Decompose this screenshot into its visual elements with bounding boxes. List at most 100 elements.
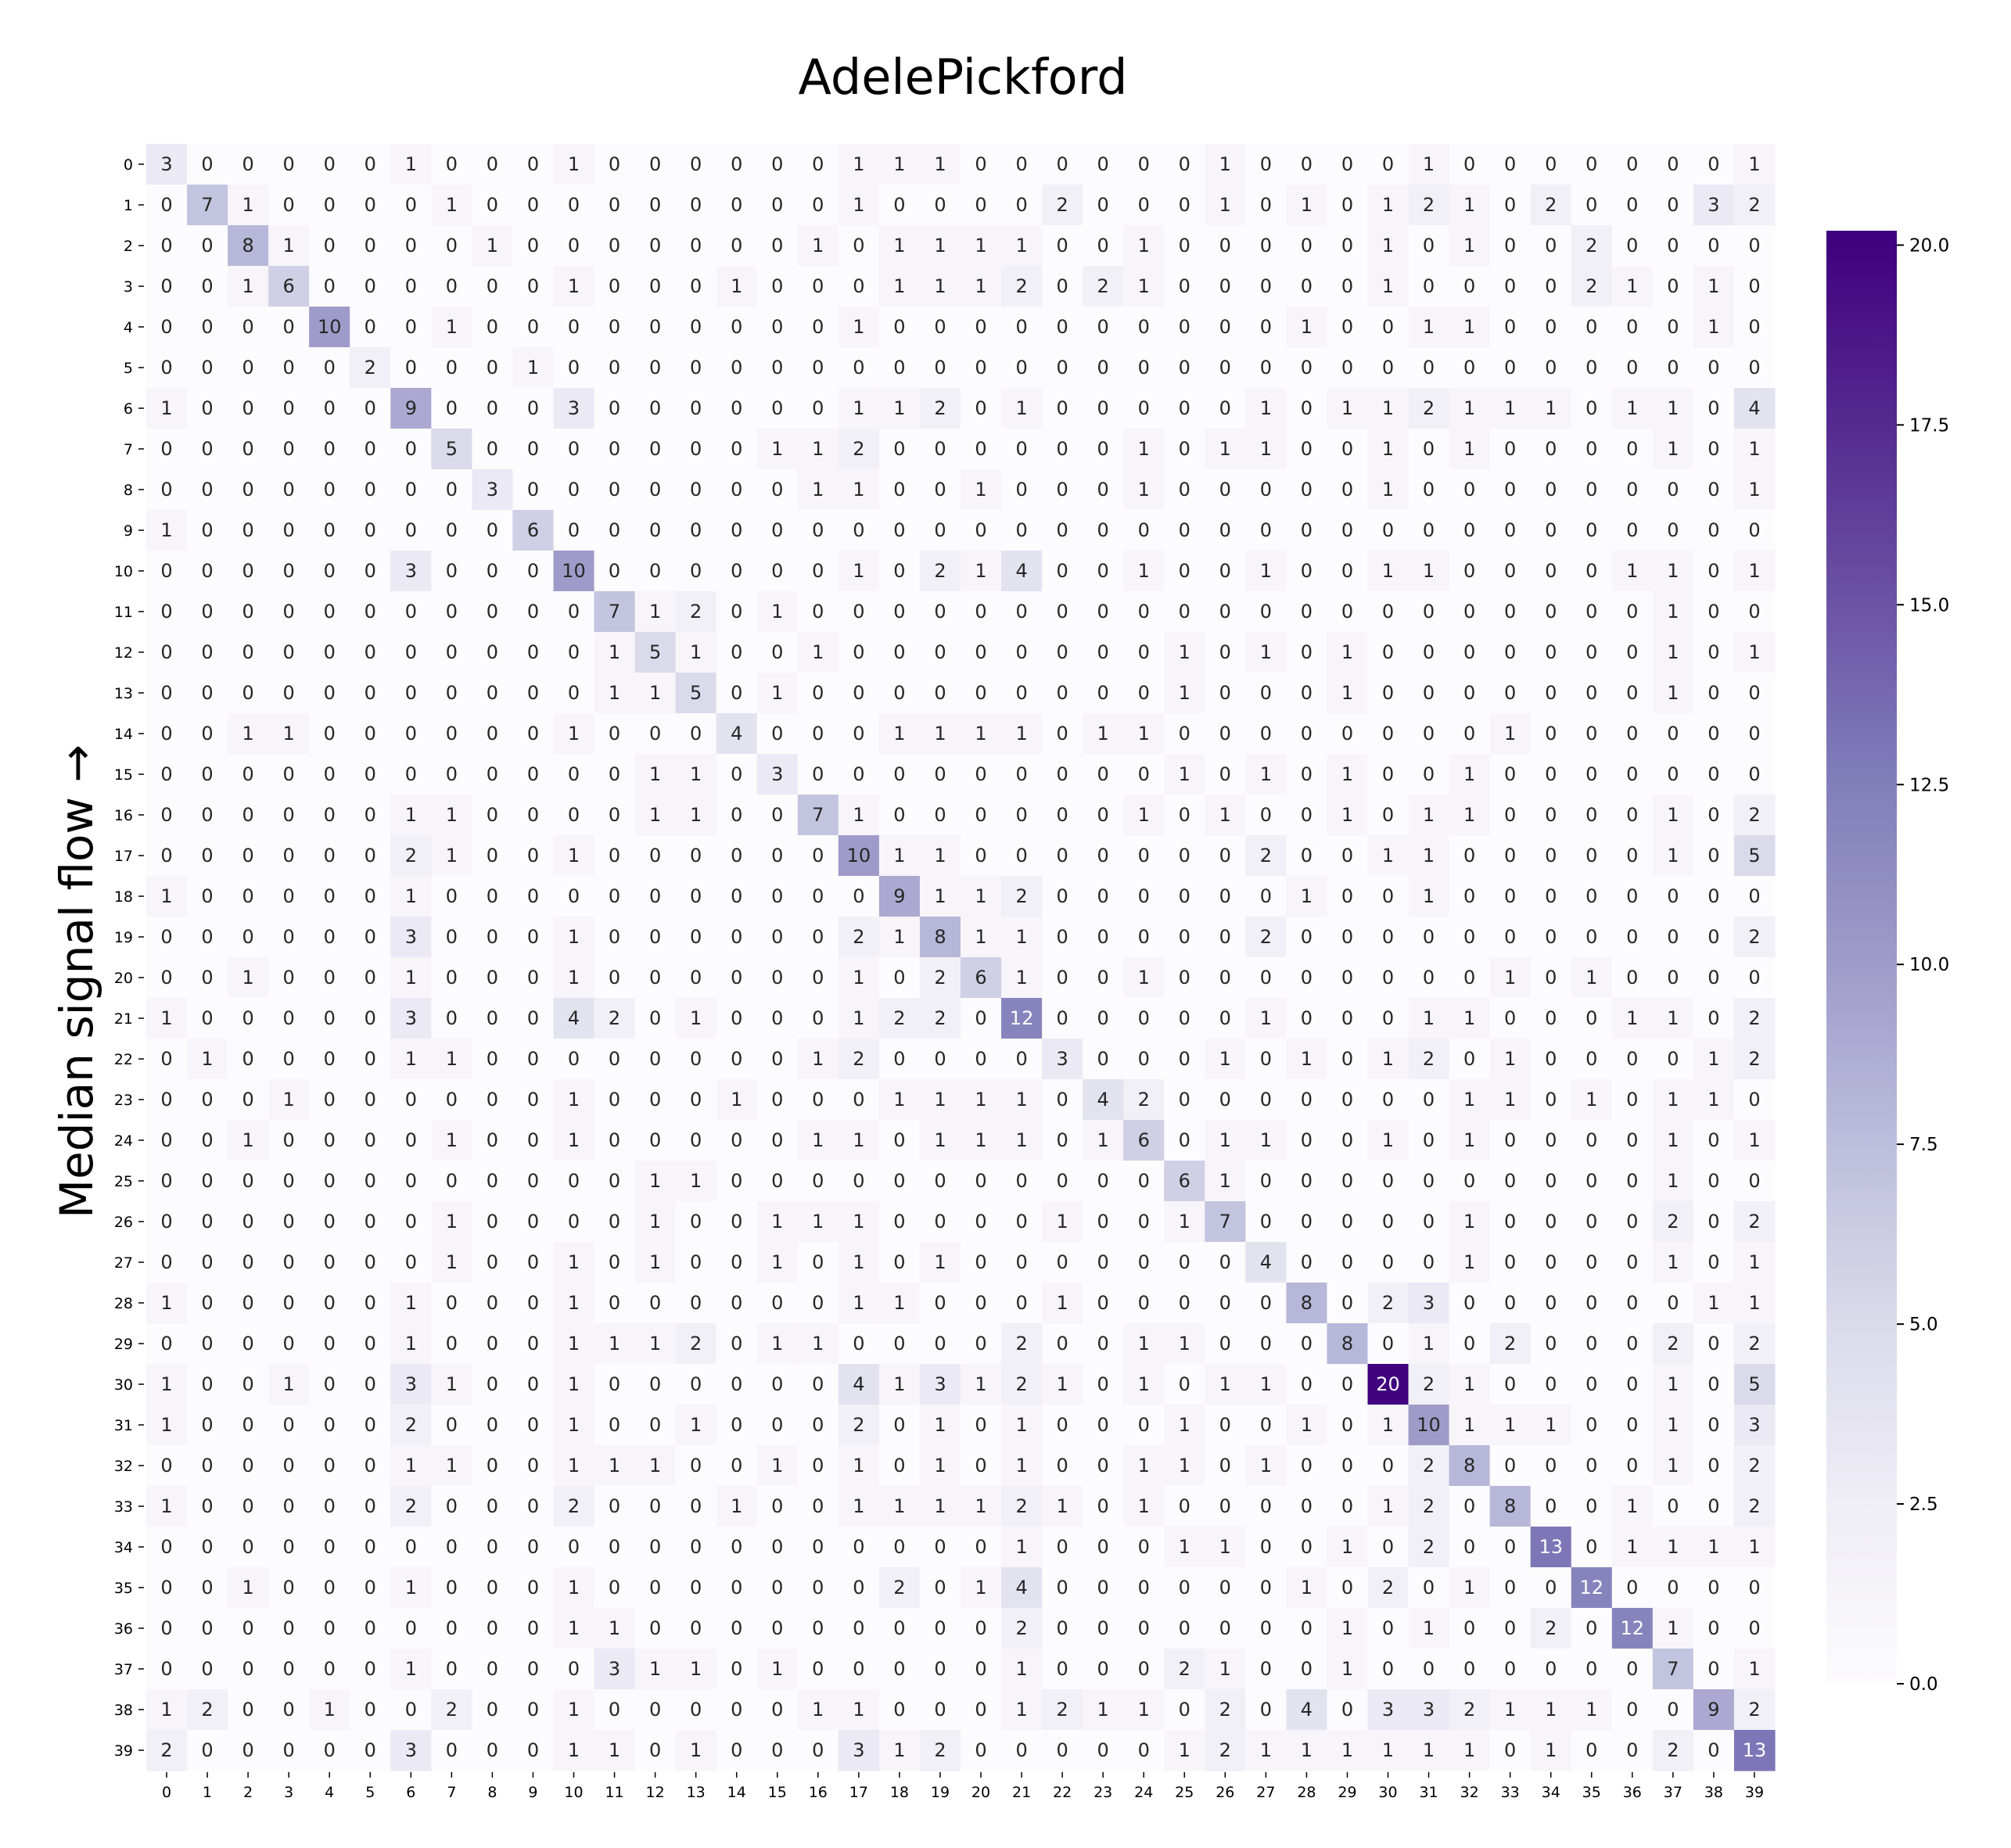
heatmap-cell — [919, 469, 961, 511]
heatmap-cell — [756, 469, 799, 511]
cell-value-label: 0 — [527, 641, 539, 663]
heatmap-cell — [1652, 1608, 1694, 1649]
x-tick-label: 19 — [931, 1784, 950, 1801]
cell-value-label: 0 — [364, 1455, 376, 1477]
heatmap-cell — [634, 917, 677, 958]
cell-value-label: 0 — [1708, 1373, 1719, 1395]
heatmap-cell — [1408, 1039, 1450, 1080]
heatmap-cell — [1571, 388, 1613, 429]
heatmap-cell — [1042, 1079, 1083, 1121]
heatmap-cell — [350, 1364, 391, 1405]
cell-value-label: 0 — [1301, 397, 1313, 419]
heatmap-cell — [309, 510, 350, 551]
heatmap-cell — [1286, 795, 1328, 836]
heatmap-cell — [1001, 1730, 1043, 1771]
cell-value-label: 0 — [934, 194, 946, 216]
cell-value-label: 0 — [609, 397, 620, 419]
cell-value-label: 1 — [609, 1739, 620, 1761]
heatmap-cell — [594, 917, 636, 958]
cell-value-label: 0 — [649, 316, 661, 338]
cell-value-label: 0 — [1138, 1292, 1150, 1314]
cell-value-label: 0 — [649, 275, 661, 297]
heatmap-cell — [1530, 1120, 1572, 1161]
cell-value-label: 1 — [1748, 479, 1760, 501]
heatmap-cell — [1205, 713, 1246, 755]
cell-value-label: 0 — [405, 519, 417, 541]
heatmap-cell — [187, 632, 228, 673]
cell-value-label: 2 — [446, 1699, 458, 1721]
cell-value-label: 0 — [1423, 1577, 1435, 1599]
cell-value-label: 0 — [1138, 1536, 1150, 1558]
heatmap-cell — [1733, 673, 1776, 714]
cell-value-label: 0 — [1301, 560, 1313, 582]
cell-value-label: 0 — [609, 1089, 620, 1111]
cell-value-label: 0 — [1179, 1699, 1190, 1721]
heatmap-cell — [228, 957, 269, 999]
heatmap-cell — [512, 876, 555, 917]
heatmap-cell — [1611, 1608, 1654, 1649]
heatmap-cell — [1083, 1120, 1124, 1161]
cell-value-label: 9 — [405, 397, 417, 419]
cell-value-label: 0 — [975, 1617, 986, 1639]
heatmap-cell — [716, 1649, 758, 1690]
heatmap-cell — [716, 1445, 758, 1487]
cell-value-label: 2 — [1667, 1739, 1679, 1761]
cell-value-label: 0 — [1260, 1170, 1272, 1192]
cell-value-label: 0 — [1545, 926, 1557, 948]
heatmap-cell — [1611, 957, 1654, 999]
cell-value-label: 2 — [934, 397, 946, 419]
heatmap-cell — [1449, 1486, 1491, 1527]
heatmap-cell — [878, 1486, 921, 1527]
cell-value-label: 1 — [1219, 194, 1231, 216]
cell-value-label: 0 — [283, 1536, 295, 1558]
cell-value-label: 0 — [975, 194, 986, 216]
cell-value-label: 1 — [1667, 804, 1679, 826]
cell-value-label: 0 — [1138, 682, 1150, 704]
heatmap-cell — [1489, 1242, 1532, 1283]
heatmap-cell — [1164, 1445, 1205, 1487]
cell-value-label: 0 — [1219, 1007, 1231, 1029]
heatmap-cell — [756, 1079, 799, 1121]
cell-value-label: 0 — [1097, 763, 1109, 785]
cell-value-label: 0 — [1626, 1414, 1638, 1436]
cell-value-label: 0 — [283, 397, 295, 419]
cell-value-label: 0 — [1301, 967, 1313, 989]
cell-value-label: 0 — [812, 885, 824, 907]
cell-value-label: 0 — [1056, 1414, 1068, 1436]
cell-value-label: 0 — [160, 1129, 172, 1151]
cell-value-label: 0 — [690, 479, 702, 501]
cell-value-label: 0 — [446, 519, 458, 541]
heatmap-cell — [431, 1120, 472, 1161]
heatmap-cell — [1205, 1689, 1246, 1731]
cell-value-label: 1 — [446, 1373, 458, 1395]
heatmap-cell — [1530, 347, 1572, 389]
heatmap-cell — [1327, 1730, 1369, 1771]
cell-value-label: 0 — [1626, 1129, 1638, 1151]
heatmap-cell — [1652, 1161, 1694, 1202]
heatmap-cell — [878, 225, 921, 267]
heatmap-cell — [1245, 1567, 1287, 1609]
heatmap-cell — [512, 185, 555, 226]
heatmap-cell — [1693, 1405, 1735, 1446]
heatmap-cell — [675, 795, 717, 836]
cell-value-label: 0 — [1301, 1658, 1313, 1680]
cell-value-label: 1 — [690, 641, 702, 663]
heatmap-cell — [1408, 998, 1450, 1039]
cell-value-label: 1 — [1015, 1089, 1027, 1111]
heatmap-cell — [431, 1649, 472, 1690]
cell-value-label: 2 — [1015, 1373, 1027, 1395]
cell-value-label: 0 — [649, 926, 661, 948]
cell-value-label: 0 — [364, 275, 376, 297]
heatmap-cell — [1449, 347, 1491, 389]
cell-value-label: 0 — [527, 1739, 539, 1761]
cell-value-label: 1 — [405, 1292, 417, 1314]
cell-value-label: 0 — [649, 438, 661, 460]
heatmap-cell — [1083, 1364, 1124, 1405]
cell-value-label: 0 — [853, 275, 864, 297]
cell-value-label: 6 — [1179, 1170, 1190, 1192]
cell-value-label: 1 — [405, 1658, 417, 1680]
cell-value-label: 0 — [649, 885, 661, 907]
heatmap-cell — [553, 1242, 595, 1283]
heatmap-cell — [1571, 1445, 1613, 1487]
heatmap-cell — [309, 144, 350, 185]
